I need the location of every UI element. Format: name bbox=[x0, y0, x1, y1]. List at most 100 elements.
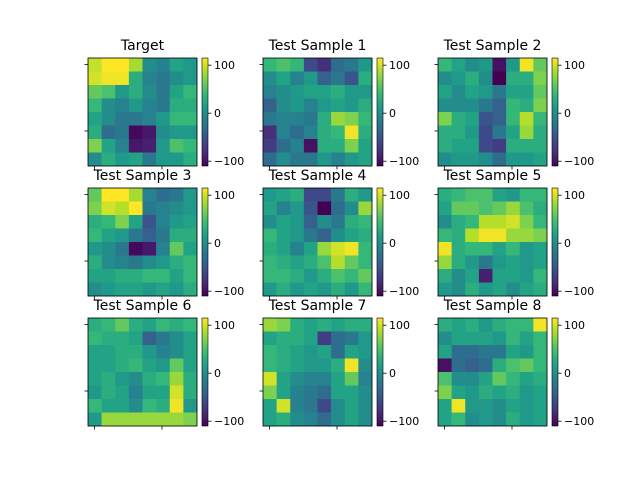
heatmap-cell bbox=[115, 412, 130, 427]
heatmap-cell bbox=[303, 139, 318, 153]
heatmap-cell bbox=[88, 228, 102, 243]
heatmap-cell bbox=[169, 345, 184, 359]
heatmap-cell bbox=[142, 282, 157, 297]
heatmap-cell bbox=[478, 152, 493, 167]
colorbar-tick-label: 0 bbox=[214, 237, 221, 250]
heatmap-cell bbox=[128, 372, 143, 386]
heatmap-cell bbox=[506, 255, 521, 270]
heatmap-cell bbox=[331, 152, 346, 167]
heatmap-cell bbox=[533, 269, 548, 283]
heatmap-cell bbox=[290, 125, 305, 140]
heatmap-cell bbox=[438, 372, 452, 386]
heatmap-cell bbox=[533, 412, 548, 427]
heatmap-cell bbox=[438, 112, 452, 126]
heatmap-cell bbox=[478, 331, 493, 346]
heatmap-cell bbox=[506, 269, 521, 283]
heatmap-cell bbox=[438, 399, 452, 413]
heatmap-cell bbox=[169, 282, 184, 297]
heatmap-cell bbox=[492, 139, 507, 153]
heatmap-cell bbox=[492, 201, 507, 216]
heatmap-cell bbox=[290, 255, 305, 270]
heatmap-cell bbox=[451, 71, 466, 86]
heatmap-cell bbox=[290, 331, 305, 346]
heatmap-cell bbox=[156, 98, 171, 113]
heatmap-cell bbox=[128, 139, 143, 153]
heatmap-cell bbox=[88, 188, 102, 202]
colorbar bbox=[201, 187, 209, 297]
heatmap-cell bbox=[533, 188, 548, 202]
heatmap-cell bbox=[263, 125, 277, 140]
heatmap-cell bbox=[478, 85, 493, 99]
heatmap-cell bbox=[478, 188, 493, 202]
heatmap-cell bbox=[533, 139, 548, 153]
heatmap-cell bbox=[451, 98, 466, 113]
heatmap-cell bbox=[438, 385, 452, 400]
heatmap-cell bbox=[128, 412, 143, 427]
heatmap-cell bbox=[438, 58, 452, 72]
heatmap-cell bbox=[303, 201, 318, 216]
heatmap-cell bbox=[101, 188, 116, 202]
heatmap-cell bbox=[358, 282, 373, 297]
heatmap-cell bbox=[331, 228, 346, 243]
heatmap-cell bbox=[169, 112, 184, 126]
heatmap-cell bbox=[358, 139, 373, 153]
heatmap-cell bbox=[344, 58, 359, 72]
heatmap-panel: Test Sample 3 100 0 −100 bbox=[84, 168, 244, 300]
heatmap-cell bbox=[533, 228, 548, 243]
heatmap-cell bbox=[438, 255, 452, 270]
heatmap-cell bbox=[183, 85, 198, 99]
heatmap-cell bbox=[183, 139, 198, 153]
heatmap-cell bbox=[519, 282, 534, 297]
heatmap-cell bbox=[478, 228, 493, 243]
heatmap-cell bbox=[533, 331, 548, 346]
heatmap-cell bbox=[506, 345, 521, 359]
heatmap-cell bbox=[478, 318, 493, 332]
heatmap-cell bbox=[128, 201, 143, 216]
heatmap-cell bbox=[492, 358, 507, 373]
heatmap-cell bbox=[128, 282, 143, 297]
heatmap-cell bbox=[101, 372, 116, 386]
heatmap-panel: Test Sample 8 100 0 −100 bbox=[434, 298, 594, 430]
heatmap-cell bbox=[344, 399, 359, 413]
colorbar-tick-label: 0 bbox=[564, 107, 571, 120]
heatmap-cell bbox=[492, 98, 507, 113]
heatmap-cell bbox=[128, 269, 143, 283]
heatmap-cell bbox=[451, 188, 466, 202]
heatmap-cell bbox=[156, 412, 171, 427]
heatmap-cell bbox=[317, 58, 332, 72]
heatmap-cell bbox=[115, 358, 130, 373]
heatmap-cell bbox=[358, 98, 373, 113]
heatmap-cell bbox=[101, 71, 116, 86]
heatmap-cell bbox=[331, 242, 346, 256]
heatmap-cell bbox=[156, 269, 171, 283]
heatmap-cell bbox=[317, 358, 332, 373]
heatmap-cell bbox=[142, 385, 157, 400]
heatmap-cell bbox=[156, 318, 171, 332]
heatmap-cell bbox=[142, 345, 157, 359]
plot-frame bbox=[87, 57, 198, 167]
heatmap-cell bbox=[344, 318, 359, 332]
heatmap-cell bbox=[142, 358, 157, 373]
heatmap-cell bbox=[263, 58, 277, 72]
heatmap-cell bbox=[317, 188, 332, 202]
heatmap-cell bbox=[533, 215, 548, 229]
heatmap-cell bbox=[358, 345, 373, 359]
heatmap-cell bbox=[478, 358, 493, 373]
colorbar-tick-label: 0 bbox=[389, 107, 396, 120]
heatmap-cell bbox=[101, 282, 116, 297]
heatmap-cell bbox=[156, 399, 171, 413]
heatmap-cell bbox=[331, 58, 346, 72]
heatmap-cell bbox=[317, 345, 332, 359]
plot-frame bbox=[262, 317, 373, 427]
colorbar bbox=[376, 187, 384, 297]
plot-frame bbox=[262, 57, 373, 167]
heatmap-cell bbox=[331, 358, 346, 373]
heatmap-cell bbox=[276, 228, 291, 243]
heatmap-cell bbox=[101, 201, 116, 216]
heatmap-cell bbox=[344, 345, 359, 359]
colorbar-tick-label: 100 bbox=[214, 319, 235, 332]
heatmap-cell bbox=[183, 215, 198, 229]
heatmap-cell bbox=[276, 215, 291, 229]
heatmap-cell bbox=[317, 71, 332, 86]
heatmap-cell bbox=[317, 242, 332, 256]
